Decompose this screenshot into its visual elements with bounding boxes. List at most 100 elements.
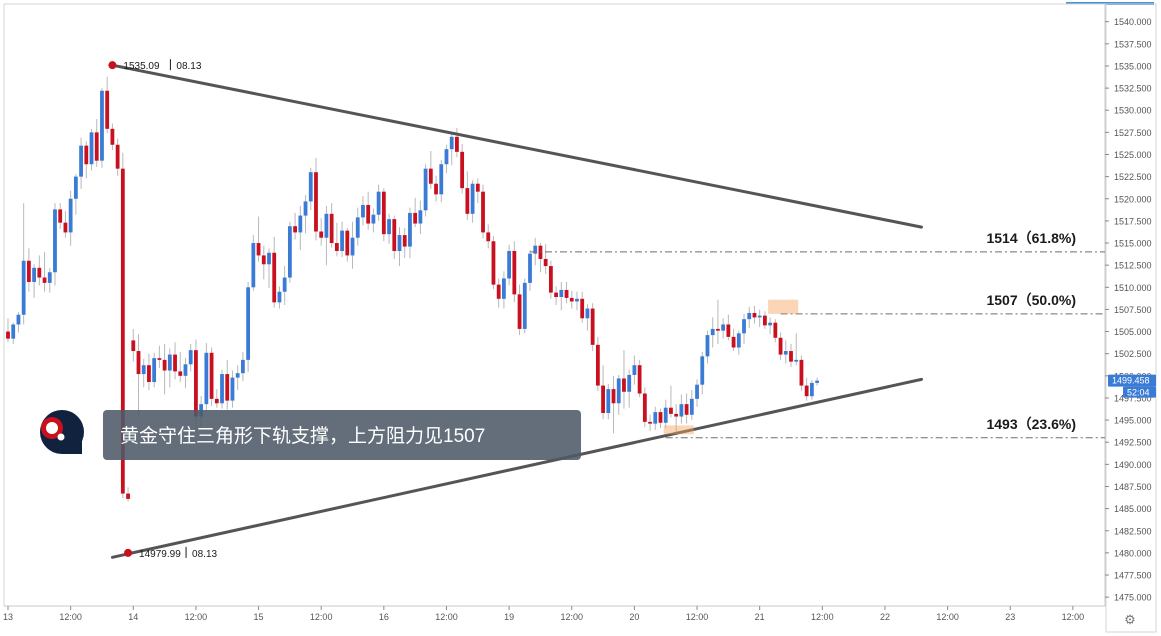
triangle-lower-line bbox=[110, 377, 923, 559]
candle-body bbox=[371, 214, 376, 224]
candle-body bbox=[564, 289, 569, 298]
candle-body bbox=[742, 319, 746, 334]
candle-body bbox=[84, 145, 89, 165]
candle-body bbox=[799, 359, 804, 386]
candle-body bbox=[147, 365, 151, 383]
candle-body bbox=[528, 253, 532, 283]
candle-body bbox=[131, 340, 136, 352]
candle-body bbox=[648, 421, 652, 424]
candle-body bbox=[73, 176, 78, 199]
y-tick-label: 1490.000 bbox=[1114, 460, 1152, 470]
y-tick-label: 1502.500 bbox=[1114, 349, 1152, 359]
candle-body bbox=[747, 312, 752, 320]
candle-body bbox=[736, 333, 741, 348]
candle-body bbox=[329, 213, 334, 244]
plot-frame bbox=[3, 3, 1106, 607]
candle-body bbox=[314, 172, 318, 232]
candle-body bbox=[616, 378, 621, 404]
y-tick-label: 1525.000 bbox=[1114, 150, 1152, 160]
y-tick-label: 1475.000 bbox=[1114, 593, 1152, 603]
candle-body bbox=[507, 250, 512, 279]
candle-body bbox=[695, 384, 699, 399]
y-tick-label: 1492.500 bbox=[1114, 438, 1152, 448]
candle-body bbox=[267, 252, 271, 265]
candle-body bbox=[183, 364, 188, 376]
y-tick-label: 1495.000 bbox=[1114, 416, 1152, 426]
x-tick-label: 13 bbox=[3, 612, 13, 622]
candle-body bbox=[100, 90, 104, 161]
x-tick-label: 12:00 bbox=[560, 612, 583, 622]
candle-body bbox=[272, 252, 277, 303]
candle-body bbox=[731, 336, 736, 348]
candle-body bbox=[601, 385, 605, 414]
candle-body bbox=[387, 219, 391, 235]
y-axis-panel bbox=[1105, 3, 1157, 633]
candle-body bbox=[496, 284, 501, 299]
y-tick-label: 1480.000 bbox=[1114, 548, 1152, 558]
candle-body bbox=[627, 374, 632, 392]
candle-body bbox=[794, 359, 799, 362]
candle-body bbox=[533, 245, 538, 254]
candle-body bbox=[120, 168, 125, 494]
candle-body bbox=[79, 145, 83, 177]
candle-body bbox=[235, 373, 240, 378]
candle-body bbox=[361, 204, 365, 218]
candle-body bbox=[94, 132, 99, 161]
candle-body bbox=[42, 277, 47, 283]
candle-body bbox=[768, 322, 773, 326]
candle-body bbox=[815, 380, 819, 383]
candle-body bbox=[465, 188, 470, 214]
candle-body bbox=[679, 404, 684, 417]
y-tick-label: 1507.500 bbox=[1114, 305, 1152, 315]
candle-body bbox=[152, 358, 157, 383]
candle-body bbox=[204, 352, 209, 405]
candle-body bbox=[491, 241, 496, 285]
candle-body bbox=[11, 324, 16, 339]
candle-body bbox=[32, 267, 36, 282]
candle-body bbox=[141, 365, 146, 375]
candle-body bbox=[580, 298, 585, 319]
candle-body bbox=[115, 144, 120, 169]
candle-body bbox=[548, 266, 553, 293]
candle-body bbox=[298, 215, 303, 233]
countdown-badge-text: 52:04 bbox=[1127, 388, 1150, 398]
pivot-point bbox=[108, 61, 117, 70]
top-border bbox=[0, 0, 1161, 3]
candle-body bbox=[475, 183, 480, 192]
headline-banner-text: 黄金守住三角形下轨支撑，上方阻力见1507 bbox=[120, 425, 485, 447]
candle-body bbox=[804, 385, 809, 397]
candle-body bbox=[543, 258, 548, 267]
y-tick-label: 1497.500 bbox=[1114, 393, 1152, 403]
candle-body bbox=[444, 149, 449, 165]
candle-body bbox=[47, 272, 52, 283]
y-tick-label: 1515.000 bbox=[1114, 239, 1152, 249]
candle-body bbox=[89, 132, 94, 165]
candle-body bbox=[126, 493, 130, 499]
candle-body bbox=[481, 191, 485, 233]
candle-body bbox=[350, 237, 355, 256]
candle-body bbox=[585, 308, 590, 319]
y-tick-label: 1532.500 bbox=[1114, 84, 1152, 94]
candle-body bbox=[68, 198, 73, 233]
candle-body bbox=[449, 136, 454, 150]
fib-level-label: 1514（61.8%) bbox=[986, 230, 1076, 246]
y-tick-label: 1487.500 bbox=[1114, 482, 1152, 492]
candle-body bbox=[26, 260, 31, 282]
candle-body bbox=[167, 354, 172, 371]
candle-body bbox=[622, 378, 626, 392]
candle-body bbox=[752, 312, 757, 318]
candle-body bbox=[340, 230, 344, 251]
candles-layer bbox=[6, 76, 819, 502]
y-tick-label: 1485.000 bbox=[1114, 504, 1152, 514]
candle-body bbox=[230, 377, 235, 401]
candle-body bbox=[559, 289, 564, 298]
candle-body bbox=[658, 412, 663, 423]
candle-body bbox=[408, 212, 412, 247]
candle-body bbox=[173, 354, 177, 372]
candle-body bbox=[53, 209, 57, 273]
candle-body bbox=[21, 260, 26, 315]
candle-body bbox=[319, 231, 324, 238]
candle-body bbox=[293, 226, 297, 233]
settings-gear-icon[interactable]: ⚙ bbox=[1124, 612, 1136, 627]
